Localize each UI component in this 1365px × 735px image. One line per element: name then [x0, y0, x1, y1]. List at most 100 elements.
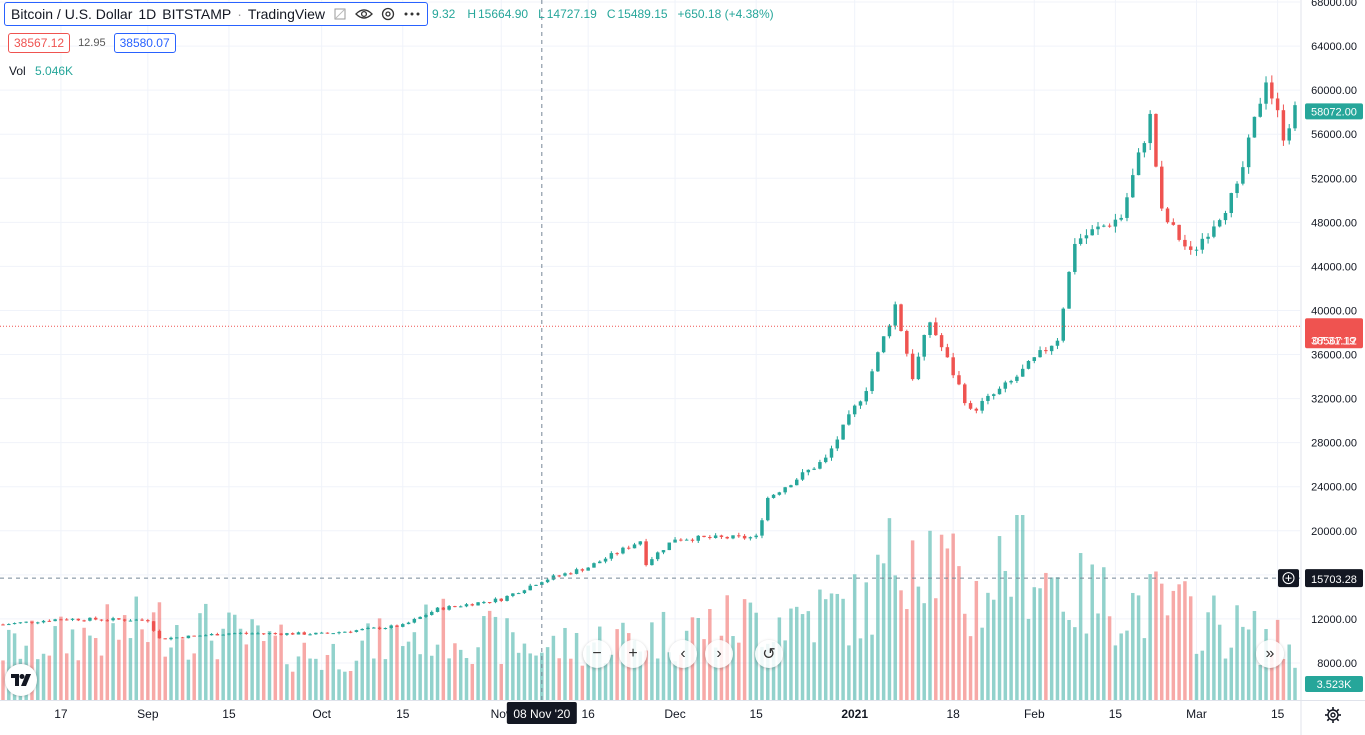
- time-tick-label: Mar: [1186, 707, 1207, 721]
- reset-chart-button[interactable]: ↺: [755, 640, 783, 668]
- time-tick-label: Sep: [137, 707, 159, 721]
- overlays: [0, 0, 1300, 700]
- candle-body: [545, 579, 550, 583]
- volume-bar: [528, 653, 532, 700]
- candle-body: [1102, 225, 1106, 227]
- eye-icon[interactable]: [355, 5, 373, 23]
- candle-body: [1258, 103, 1262, 117]
- zoom-in-button[interactable]: +: [619, 640, 647, 668]
- candle-body: [325, 632, 330, 634]
- candle-body: [1020, 368, 1025, 377]
- more-icon[interactable]: [403, 5, 421, 23]
- exchange-label: BITSTAMP: [162, 6, 232, 22]
- candle-body: [777, 492, 782, 495]
- price-tick-label: 28000.00: [1311, 438, 1357, 450]
- candle-body: [505, 595, 509, 601]
- volume-bar: [302, 642, 307, 700]
- volume-bar: [696, 618, 700, 700]
- volume-bar: [789, 608, 793, 700]
- candle-body: [117, 618, 121, 620]
- price-tick-label: 68000.00: [1311, 0, 1357, 9]
- candle-body: [82, 620, 86, 622]
- volume-bar: [464, 658, 469, 700]
- volume-bar: [563, 627, 567, 700]
- volume-bar: [1038, 588, 1042, 700]
- candle-body: [968, 403, 973, 409]
- volume-bar: [1, 660, 5, 700]
- time-tick-label: 17: [54, 707, 68, 721]
- candle-body: [928, 322, 932, 335]
- candle-body: [800, 472, 805, 480]
- flag-icon[interactable]: [331, 5, 349, 23]
- candle-body: [482, 602, 486, 604]
- candle-body: [93, 617, 98, 620]
- candle-body: [1084, 235, 1089, 239]
- volume-bar: [655, 658, 660, 700]
- candle-body: [140, 619, 144, 621]
- settings-icon[interactable]: [379, 5, 397, 23]
- zoom-out-button[interactable]: −: [583, 640, 611, 668]
- candle-body: [841, 424, 845, 440]
- volume-bar: [661, 611, 666, 700]
- candle-body: [290, 633, 295, 635]
- candle-body: [638, 541, 643, 545]
- ohlc-low: 14727.19: [546, 7, 597, 21]
- candle-body: [493, 598, 498, 603]
- volume-bar: [30, 620, 34, 700]
- candle-body: [464, 604, 469, 607]
- candle-body: [916, 356, 921, 380]
- scroll-left-button[interactable]: ‹: [669, 640, 697, 668]
- chart-settings-button[interactable]: [1322, 704, 1344, 726]
- candle-body: [221, 634, 225, 636]
- symbol-title-box[interactable]: Bitcoin / U.S. Dollar 1D BITSTAMP · Trad…: [4, 2, 428, 26]
- volume-bar: [1229, 647, 1234, 700]
- volume-bar: [146, 642, 150, 700]
- volume-bar: [586, 645, 590, 700]
- candle-body: [690, 539, 695, 541]
- candle-body: [12, 623, 17, 625]
- ohlc-open-partial: 9.32: [431, 7, 456, 21]
- tradingview-logo[interactable]: [5, 664, 37, 696]
- candle-body: [215, 634, 220, 636]
- candle-body: [511, 593, 515, 596]
- buy-button[interactable]: 38580.07: [113, 33, 176, 53]
- candle-body: [204, 635, 208, 637]
- scroll-to-realtime-button[interactable]: »: [1256, 640, 1284, 668]
- candle-body: [487, 602, 492, 604]
- volume-bar: [360, 640, 364, 700]
- volume-bar: [476, 647, 480, 700]
- volume-bar: [319, 669, 324, 700]
- candle-body: [279, 633, 283, 635]
- volume-bar: [783, 640, 787, 700]
- volume-bar: [76, 660, 81, 700]
- symbol-name: Bitcoin / U.S. Dollar: [11, 6, 133, 22]
- candle-body: [401, 624, 405, 627]
- volume-bar: [893, 575, 897, 700]
- sell-button[interactable]: 38567.12: [8, 33, 71, 53]
- candle-body: [30, 621, 34, 623]
- volume-bar: [175, 625, 179, 700]
- time-tick-label: 15: [396, 707, 410, 721]
- volume-bar: [325, 654, 330, 700]
- trade-buttons: 38567.12 12.95 38580.07: [8, 33, 176, 53]
- reset-icon: ↺: [762, 646, 776, 663]
- volume-bar: [673, 661, 677, 700]
- candle-body: [377, 627, 382, 630]
- candle-body: [1038, 350, 1042, 358]
- candle-body: [1235, 183, 1239, 194]
- volume-bar: [140, 629, 144, 700]
- price-tick-label: 52000.00: [1311, 173, 1357, 185]
- candle-body: [1223, 213, 1228, 221]
- candle-body: [1270, 82, 1274, 99]
- volume-bar: [742, 599, 747, 700]
- volume-bar: [383, 659, 388, 700]
- volume-bar: [928, 530, 932, 700]
- volume-bar: [372, 658, 376, 700]
- volume-bar: [557, 658, 561, 700]
- volume-bar: [922, 603, 926, 700]
- volume-bar: [910, 540, 915, 700]
- scroll-right-button[interactable]: ›: [705, 640, 733, 668]
- crosshair-price-label: 15703.28: [1311, 574, 1357, 586]
- candle-body: [644, 541, 648, 566]
